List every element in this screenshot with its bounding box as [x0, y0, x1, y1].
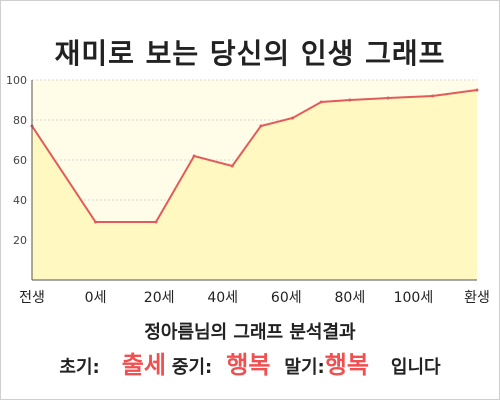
data-point: [386, 96, 390, 100]
late-label: 말기:: [284, 357, 325, 378]
data-point: [94, 220, 98, 224]
early-label: 초기:: [59, 357, 100, 378]
x-tick-label: 전생: [19, 290, 45, 306]
y-tick-label: 60: [13, 154, 27, 167]
middle-value: 행복: [226, 351, 271, 379]
data-point: [431, 94, 434, 98]
x-tick-labels: 전생 0세 20세 40세 60세 80세 100세 환생: [19, 290, 490, 306]
x-tick-label: 40세: [207, 290, 238, 306]
data-point: [230, 164, 234, 168]
x-tick-label: 80세: [335, 290, 366, 306]
series-line: [31, 89, 478, 223]
early-value: 출세: [121, 351, 166, 379]
data-point: [319, 100, 323, 104]
y-tick-labels: 20 40 60 80 100: [6, 74, 27, 247]
data-point: [475, 88, 479, 92]
page-title: 재미로 보는 당신의 인생 그래프: [54, 37, 446, 70]
x-tick-label: 환생: [464, 290, 490, 306]
middle-label: 중기:: [171, 357, 213, 378]
data-point: [154, 220, 158, 224]
x-tick-label: 20세: [144, 290, 175, 306]
analysis-caption: 정아름님의 그래프 분석결과: [144, 322, 356, 343]
x-tick-label: 60세: [271, 290, 302, 306]
y-tick-label: 100: [6, 74, 27, 87]
data-point: [291, 116, 295, 120]
x-tick-label: 100세: [394, 290, 434, 306]
data-points: [30, 88, 479, 224]
x-tick-label: 0세: [85, 290, 107, 306]
late-value: 행복: [324, 351, 369, 379]
y-tick-label: 40: [13, 194, 27, 207]
data-point: [348, 98, 352, 102]
ending-text: 입니다: [390, 357, 441, 378]
analysis-result: 초기: 출세 중기: 행복 말기: 행복 입니다: [0, 345, 500, 380]
y-tick-label: 20: [13, 234, 27, 247]
y-tick-label: 80: [13, 114, 27, 127]
data-point: [192, 154, 196, 158]
data-point: [259, 124, 263, 128]
area-fill: [32, 90, 477, 280]
